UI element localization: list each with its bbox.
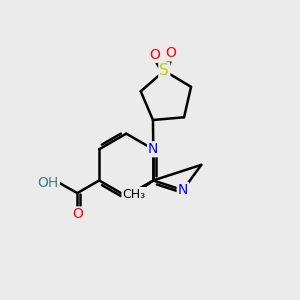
Text: N: N xyxy=(178,183,188,197)
Text: O: O xyxy=(72,208,83,221)
Text: O: O xyxy=(165,46,176,61)
Text: O: O xyxy=(150,48,160,62)
Text: CH₃: CH₃ xyxy=(122,188,146,201)
Text: OH: OH xyxy=(38,176,59,190)
Text: N: N xyxy=(148,142,158,156)
Text: S: S xyxy=(159,63,169,78)
